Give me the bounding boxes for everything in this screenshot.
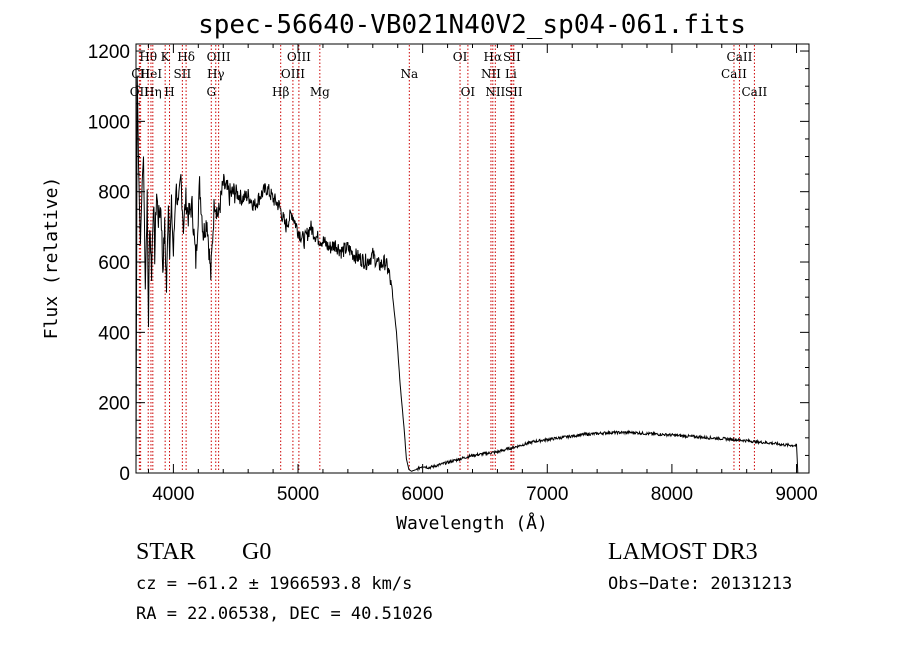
marker-label: NII xyxy=(481,67,501,81)
marker-label: G xyxy=(206,85,216,99)
marker-label: Hη xyxy=(144,85,162,99)
y-tick-label: 800 xyxy=(98,183,130,204)
marker-label: CaII xyxy=(727,50,753,64)
marker-label: Hδ xyxy=(177,50,195,64)
y-axis-ticks: 0 200 400 600 800 1000 1200 xyxy=(88,42,809,485)
marker-label: CII xyxy=(131,67,150,81)
x-axis-ticks: 4000 5000 6000 7000 8000 9000 xyxy=(147,44,818,505)
marker-label: Na xyxy=(400,67,418,81)
survey-label: LAMOST DR3 xyxy=(608,539,758,565)
coordinates-text: RA = 22.06538, DEC = 40.51026 xyxy=(136,604,433,624)
marker-label: OII xyxy=(130,85,150,99)
chart-title: spec-56640-VB021N40V2_sp04-061.fits xyxy=(198,10,746,40)
y-tick-label: 1000 xyxy=(88,112,130,133)
marker-label: SII xyxy=(503,50,521,64)
marker-label: H xyxy=(164,85,174,99)
x-axis-title: Wavelength (Å) xyxy=(396,512,548,534)
marker-label: CaII xyxy=(741,85,767,99)
x-tick-label: 5000 xyxy=(277,484,319,505)
marker-label: NII xyxy=(485,85,505,99)
marker-label: OI xyxy=(461,85,476,99)
marker-label: HeI xyxy=(140,67,163,81)
spectrum-line-0 xyxy=(135,75,799,474)
y-tick-label: 200 xyxy=(98,394,130,415)
series-layer xyxy=(135,75,799,474)
marker-label: CaII xyxy=(721,67,747,81)
plot-frame xyxy=(135,43,810,474)
velocity-text: cz = −61.2 ± 1966593.8 km/s xyxy=(136,574,412,594)
marker-label: OIII xyxy=(207,50,231,64)
x-tick-label: 4000 xyxy=(152,484,194,505)
marker-label: Li xyxy=(505,67,517,81)
y-axis-title: Flux (relative) xyxy=(41,177,62,340)
marker-label: Hγ xyxy=(207,67,225,81)
marker-label: SII xyxy=(505,85,523,99)
marker-label: Mg xyxy=(310,85,330,99)
x-tick-label: 8000 xyxy=(651,484,693,505)
y-tick-label: 400 xyxy=(98,323,130,344)
marker-label: K xyxy=(161,50,171,64)
y-tick-label: 0 xyxy=(119,464,130,485)
marker-label: OIII xyxy=(281,67,305,81)
marker-label: Hα xyxy=(484,50,503,64)
obs-date-text: Obs−Date: 20131213 xyxy=(608,574,792,594)
x-tick-label: 9000 xyxy=(775,484,817,505)
x-tick-label: 6000 xyxy=(402,484,444,505)
marker-label: OI xyxy=(453,50,468,64)
marker-label: OIII xyxy=(287,50,311,64)
object-subclass: G0 xyxy=(242,539,271,565)
y-tick-label: 1200 xyxy=(88,42,130,63)
y-tick-label: 600 xyxy=(98,253,130,274)
marker-label: SII xyxy=(174,67,192,81)
x-tick-label: 7000 xyxy=(526,484,568,505)
object-class: STAR xyxy=(136,539,195,565)
marker-label: Hθ xyxy=(139,50,157,64)
marker-label: Hβ xyxy=(272,85,289,99)
